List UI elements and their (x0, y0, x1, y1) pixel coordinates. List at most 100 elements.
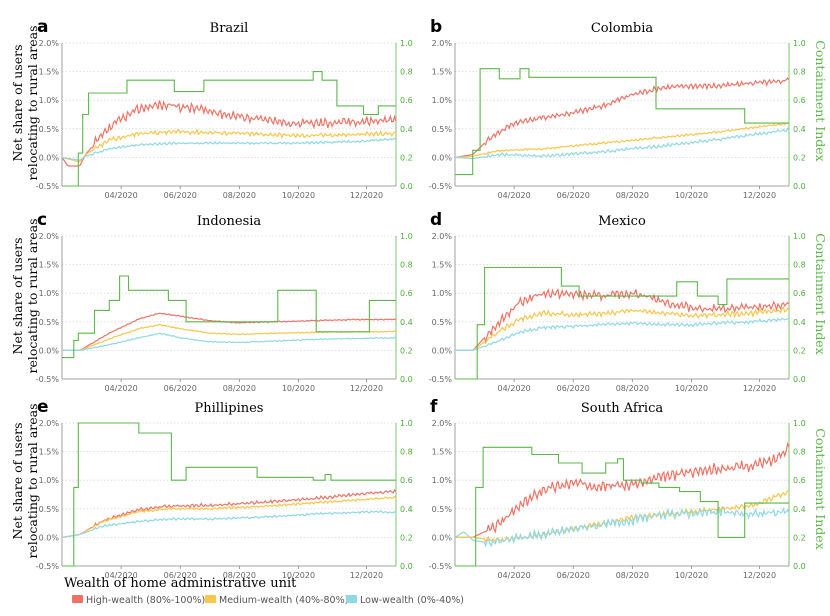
legend-label-medium: Medium-wealth (40%-80%) (219, 595, 348, 606)
y-tick-label: 2.0% (39, 39, 60, 48)
series-line-high (455, 287, 790, 351)
x-tick-label: 10/2020 (675, 191, 708, 200)
containment-tick-label: 0.0 (793, 562, 806, 571)
containment-tick-label: 0.0 (793, 375, 806, 384)
x-tick-label: 10/2020 (282, 191, 315, 200)
containment-tick-label: 0.4 (400, 505, 413, 514)
x-tick-label: 04/2020 (497, 191, 530, 200)
y-tick-label: 2.0% (432, 419, 453, 428)
containment-tick-label: 1.0 (793, 39, 806, 48)
y-tick-label: 2.0% (432, 39, 453, 48)
panel-letter: f (430, 397, 438, 417)
y-tick-label: 0.5% (432, 125, 453, 134)
y-tick-label: 2.0% (432, 232, 453, 241)
series-line-medium (454, 122, 789, 158)
containment-line (455, 68, 789, 176)
series-line-medium (455, 489, 790, 544)
y-tick-label: 0.5% (39, 318, 60, 327)
y-tick-label: 1.5% (39, 68, 60, 77)
containment-axis-label-b: Containment Index (813, 40, 828, 161)
series-line-medium (455, 306, 790, 351)
containment-tick-label: 0.6 (400, 476, 413, 485)
containment-tick-label: 0.8 (400, 448, 413, 457)
y-tick-label: 1.0% (39, 289, 60, 298)
y-tick-label: 1.5% (39, 448, 60, 457)
y-tick-label: -0.5% (36, 182, 60, 191)
y-tick-label: 1.0% (39, 476, 60, 485)
y-tick-label: 1.0% (432, 476, 453, 485)
x-tick-label: 10/2020 (675, 384, 708, 393)
containment-tick-label: 0.2 (400, 533, 413, 542)
panel-letter: c (37, 210, 47, 230)
series-line-low (62, 332, 397, 351)
panel-title: Indonesia (197, 214, 262, 229)
x-tick-label: 10/2020 (282, 571, 315, 580)
series-line-low (61, 137, 397, 161)
containment-tick-label: 0.8 (793, 261, 806, 270)
y-axis-label-e-2: relocating to rural areas (25, 403, 40, 558)
legend-label-low: Low-wealth (0%-40%) (360, 595, 464, 606)
panels: a Brazil -0.5% 0.0% 0.5% 1.0% 1.5% 2.0% 0.0 0.2 0.… (36, 17, 806, 580)
x-tick-label: 04/2020 (104, 191, 137, 200)
containment-axis-label-f: Containment Index (813, 428, 828, 549)
containment-tick-label: 0.0 (400, 562, 413, 571)
y-tick-label: 1.5% (39, 261, 60, 270)
series-line-high (454, 77, 790, 158)
containment-tick-label: 0.4 (793, 125, 806, 134)
containment-tick-label: 0.8 (400, 68, 413, 77)
panel-c: c Indonesia -0.5% 0.0% 0.5% 1.0% 1.5% 2.0% 0.0 0.… (36, 210, 413, 393)
y-tick-label: 0.0% (432, 533, 453, 542)
y-tick-label: -0.5% (429, 375, 453, 384)
y-tick-label: 0.0% (432, 153, 453, 162)
series-line-low (454, 505, 790, 548)
containment-tick-label: 1.0 (793, 419, 806, 428)
y-tick-label: 1.0% (432, 96, 453, 105)
legend-swatch-low (346, 595, 357, 603)
y-tick-label: -0.5% (36, 375, 60, 384)
panel-title: Brazil (210, 21, 249, 36)
x-tick-label: 12/2020 (743, 191, 776, 200)
x-tick-label: 06/2020 (164, 384, 197, 393)
x-tick-label: 10/2020 (675, 571, 708, 580)
x-tick-label: 10/2020 (282, 384, 315, 393)
y-tick-label: 0.0% (39, 346, 60, 355)
x-tick-label: 06/2020 (164, 571, 197, 580)
y-tick-label: 1.5% (432, 261, 453, 270)
x-tick-label: 04/2020 (104, 384, 137, 393)
x-tick-label: 04/2020 (497, 571, 530, 580)
x-tick-label: 06/2020 (557, 384, 590, 393)
containment-tick-label: 0.6 (793, 96, 806, 105)
containment-tick-label: 0.2 (793, 346, 806, 355)
containment-line (455, 266, 789, 380)
x-tick-label: 06/2020 (557, 191, 590, 200)
y-tick-label: 0.5% (432, 318, 453, 327)
y-tick-label: 0.5% (432, 505, 453, 514)
y-tick-label: 1.5% (432, 448, 453, 457)
panel-d: d Mexico -0.5% 0.0% 0.5% 1.0% 1.5% 2.0% 0.0 0.2 0.… (429, 210, 806, 393)
y-tick-label: 0.0% (39, 153, 60, 162)
containment-line (62, 71, 396, 187)
x-tick-label: 08/2020 (616, 571, 649, 580)
containment-axis-label-d: Containment Index (813, 233, 828, 354)
panel-letter: a (37, 17, 48, 37)
y-tick-label: 1.0% (39, 96, 60, 105)
series-line-medium (61, 128, 397, 163)
containment-tick-label: 0.0 (400, 375, 413, 384)
containment-tick-label: 1.0 (400, 419, 413, 428)
x-tick-label: 06/2020 (557, 571, 590, 580)
panel-title: Phillipines (195, 401, 264, 416)
panel-letter: e (37, 397, 49, 417)
series-line-high (455, 441, 790, 539)
legend: Wealth of home administrative unit High-… (64, 576, 464, 606)
containment-line (62, 275, 396, 359)
panel-f: f South Africa -0.5% 0.0% 0.5% 1.0% 1.5% 2.0% 0.… (429, 397, 806, 580)
containment-tick-label: 1.0 (400, 232, 413, 241)
x-tick-label: 12/2020 (350, 191, 383, 200)
x-tick-label: 08/2020 (223, 384, 256, 393)
x-tick-label: 12/2020 (350, 384, 383, 393)
legend-title: Wealth of home administrative unit (64, 576, 297, 591)
containment-tick-label: 0.6 (793, 476, 806, 485)
containment-tick-label: 0.2 (400, 346, 413, 355)
series-line-low (454, 126, 790, 160)
containment-tick-label: 0.8 (793, 68, 806, 77)
